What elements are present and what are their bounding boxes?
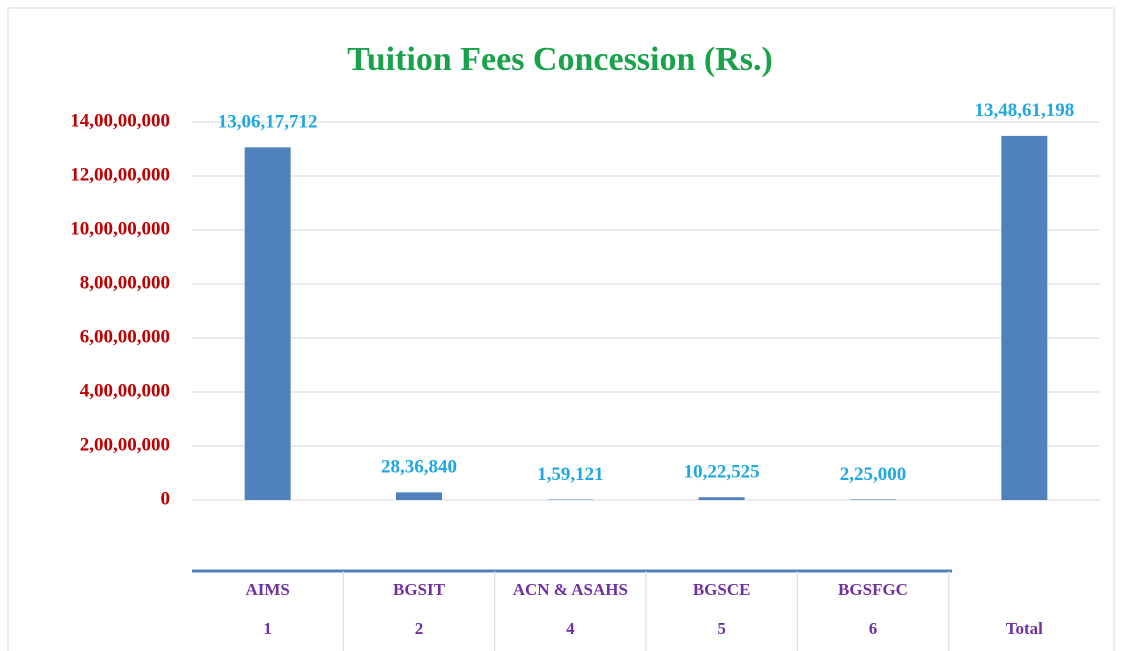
y-tick-label: 14,00,00,000 <box>70 110 170 131</box>
x-tick-label: BGSIT <box>393 580 446 599</box>
value-label: 28,36,840 <box>381 457 457 478</box>
y-tick-label: 12,00,00,000 <box>70 164 170 185</box>
y-tick-label: 6,00,00,000 <box>80 326 170 347</box>
value-label: 10,22,525 <box>684 462 760 483</box>
y-tick-label: 8,00,00,000 <box>80 272 170 293</box>
y-tick-label: 0 <box>161 488 171 509</box>
chart-title: Tuition Fees Concession (Rs.) <box>347 41 773 78</box>
x-tick-label: Total <box>1006 619 1043 638</box>
bar <box>244 147 291 500</box>
x-tick-label: BGSFGC <box>838 580 908 599</box>
x-tick-label: AIMS <box>245 580 289 599</box>
x-tick-label: ACN & ASAHS <box>513 580 628 599</box>
bar <box>396 492 442 500</box>
frame <box>7 7 1115 651</box>
bar <box>1001 135 1048 501</box>
x-tick-code: 6 <box>869 619 878 638</box>
y-tick-label: 2,00,00,000 <box>80 434 170 455</box>
value-label: 13,48,61,198 <box>974 100 1074 121</box>
bar <box>698 497 745 500</box>
value-label: 1,59,121 <box>537 464 604 485</box>
x-tick-code: 2 <box>415 619 424 638</box>
value-label: 2,25,000 <box>840 464 907 485</box>
x-tick-code: 1 <box>263 619 272 638</box>
x-tick-code: 5 <box>717 619 726 638</box>
value-label: 13,06,17,712 <box>218 112 318 133</box>
x-tick-label: BGSCE <box>693 580 751 599</box>
bar <box>850 499 896 500</box>
y-tick-label: 10,00,00,000 <box>70 218 170 239</box>
y-tick-label: 4,00,00,000 <box>80 380 170 401</box>
x-tick-code: 4 <box>566 619 575 638</box>
